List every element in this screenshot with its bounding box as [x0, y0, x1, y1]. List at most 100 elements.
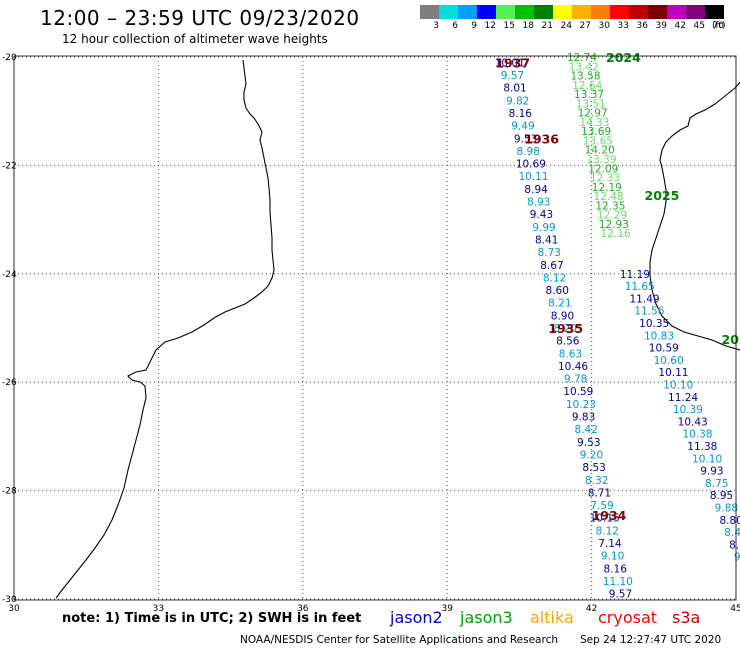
wave-height-value: 12.93 — [599, 219, 629, 231]
wave-height-value: 9.93 — [700, 466, 723, 478]
wave-height-value: 8.42 — [575, 424, 598, 436]
wave-height-value: 9.57 — [501, 70, 524, 82]
pass-number-label: 1936 — [524, 131, 559, 146]
wave-height-value: 12.33 — [590, 173, 620, 185]
wave-height-value: 9.53 — [577, 437, 600, 449]
colorbar-swatch — [439, 5, 458, 19]
wave-height-value: 11.38 — [687, 441, 717, 453]
colorbar-label: 15 — [503, 21, 515, 31]
lon-tick-label: 33 — [153, 604, 164, 614]
wave-height-value: 10.43 — [678, 416, 708, 428]
wave-height-value: 10.15 — [590, 513, 620, 525]
wave-height-value: 9.83 — [572, 412, 595, 424]
wave-height-value: 13.58 — [570, 71, 600, 83]
track-jason2-1937: 10.019.578.019.828.169.499.538.9810.6910… — [495, 57, 633, 600]
colorbar-label: 6 — [452, 21, 458, 31]
colorbar-swatch — [686, 5, 705, 19]
wave-height-value: 9.88 — [715, 502, 738, 514]
colorbar-label: 45 — [693, 21, 705, 31]
wave-height-value: 8.16 — [604, 563, 628, 575]
wave-height-value: 9.10 — [601, 551, 624, 563]
legend-altika: altika — [530, 608, 574, 627]
colorbar-label: 9 — [471, 21, 477, 31]
pass-number-labels: 1937 2024 1936 2025 1935 2026 1934 — [495, 50, 740, 523]
wave-height-value: 10.3 — [739, 564, 740, 576]
lon-tick-label: 42 — [586, 604, 597, 614]
lon-tick-label: 45 — [730, 604, 740, 614]
map-title: 12:00 – 23:59 UTC 09/23/2020 — [40, 6, 360, 30]
wave-height-value: 9.43 — [530, 209, 553, 221]
colorbar-label: 21 — [541, 21, 553, 31]
wave-height-value: 8.90 — [551, 310, 574, 322]
pass-number-label: 1935 — [548, 321, 583, 336]
wave-height-value: 11.56 — [634, 306, 664, 318]
madagascar-coastline — [649, 81, 740, 351]
wave-height-value: 7.59 — [590, 500, 613, 512]
lon-tick-label: 36 — [297, 604, 309, 614]
colorbar-label: 24 — [560, 21, 572, 31]
credit-line: NOAA/NESDIS Center for Satellite Applica… — [240, 634, 558, 646]
wave-height-value: 13.69 — [581, 126, 611, 138]
wave-height-value: 9.49 — [511, 121, 534, 133]
wave-height-value: 8.16 — [509, 108, 533, 120]
pass-number-label: 2024 — [606, 50, 641, 65]
grid-lines — [13, 56, 737, 600]
wave-height-value: 8.12 — [543, 272, 566, 284]
wave-height-value: 14.20 — [585, 145, 615, 157]
colorbar-label: 39 — [655, 21, 667, 31]
wave-height-value: 12.19 — [592, 182, 622, 194]
wave-height-value: 11.65 — [625, 281, 655, 293]
colorbar-swatch — [705, 5, 724, 19]
pass-number-label: 2025 — [645, 188, 680, 203]
track-jason2-1935: 11.1911.6511.4911.5610.3510.8310.5910.60… — [620, 269, 740, 576]
colorbar-units: (ft) — [712, 21, 726, 31]
wave-height-value: 8.60 — [546, 285, 569, 297]
colorbar-label: 30 — [598, 21, 610, 31]
colorbar-swatch — [496, 5, 515, 19]
lat-tick-label: -28 — [2, 487, 17, 497]
wave-height-value: 12.16 — [601, 228, 631, 240]
wave-height-value: 10.01 — [495, 57, 525, 69]
wave-height-value: 8.20 — [553, 323, 576, 335]
colorbar-swatch — [420, 5, 439, 19]
wave-height-value: 10.39 — [673, 404, 703, 416]
wave-height-value: 12.35 — [595, 200, 625, 212]
wave-height-value: 12.29 — [597, 210, 627, 222]
colorbar-label: 36 — [636, 21, 648, 31]
wave-height-value: 13.39 — [586, 154, 616, 166]
colorbar-swatch — [610, 5, 629, 19]
legend-jason3: jason3 — [460, 608, 513, 627]
wave-height-value: 10.38 — [682, 429, 712, 441]
colorbar-swatch — [477, 5, 496, 19]
wave-height-value: 8.32 — [585, 475, 608, 487]
wave-height-value: 9.99 — [532, 222, 555, 234]
wave-height-tracks: 10.019.578.019.828.169.499.538.9810.6910… — [495, 52, 740, 601]
wave-height-value: 11.19 — [620, 269, 650, 281]
legend-cryosat: cryosat — [598, 608, 658, 627]
map-subtitle: 12 hour collection of altimeter wave hei… — [62, 32, 328, 46]
wave-height-value: 7.14 — [598, 538, 622, 550]
wave-height-value: 13.51 — [576, 98, 606, 110]
lat-tick-label: -20 — [2, 53, 17, 63]
colorbar-swatch — [534, 5, 553, 19]
wave-height-value: 9.57 — [609, 589, 632, 601]
wave-height-value: 10.59 — [563, 386, 593, 398]
wave-height-value: 11.10 — [603, 576, 633, 588]
colorbar-swatch — [572, 5, 591, 19]
colorbar-swatch — [667, 5, 686, 19]
colorbar-swatch — [458, 5, 477, 19]
wave-height-value: 10.69 — [516, 159, 546, 171]
wave-height-value: 8.12 — [729, 539, 740, 551]
wave-height-value: 8.12 — [596, 525, 619, 537]
wave-height-value: 8.21 — [548, 298, 571, 310]
wave-height-value: 10.11 — [518, 171, 548, 183]
wave-height-value: 13.42 — [569, 61, 599, 73]
colorbar-label: 27 — [579, 21, 591, 31]
wave-height-value: 10.83 — [644, 330, 674, 342]
lat-tick-label: -26 — [2, 378, 17, 388]
legend-jason2: jason2 — [390, 608, 443, 627]
footnote: note: 1) Time is in UTC; 2) SWH is in fe… — [62, 611, 362, 626]
colorbar-swatch — [629, 5, 648, 19]
wave-height-value: 9.20 — [580, 449, 603, 461]
